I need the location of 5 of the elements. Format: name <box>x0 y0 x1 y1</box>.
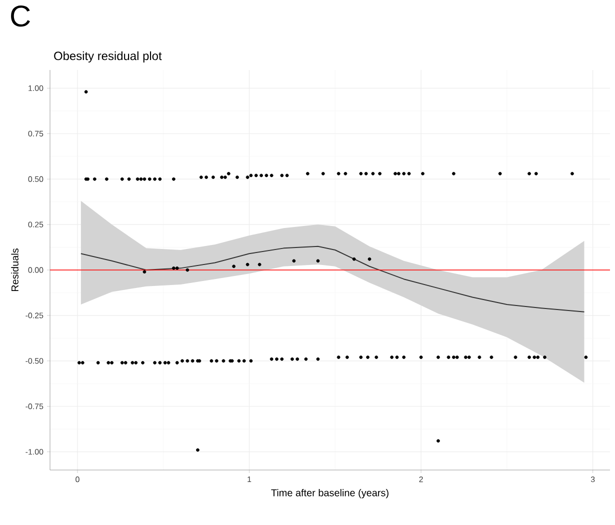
text: C <box>11 6 30 27</box>
x-axis-title: Time after baseline (years) <box>271 489 388 498</box>
chart-title: Obesity residual plot <box>54 51 162 62</box>
y-axis-title: Residuals <box>11 248 18 292</box>
line-series <box>80 246 585 312</box>
